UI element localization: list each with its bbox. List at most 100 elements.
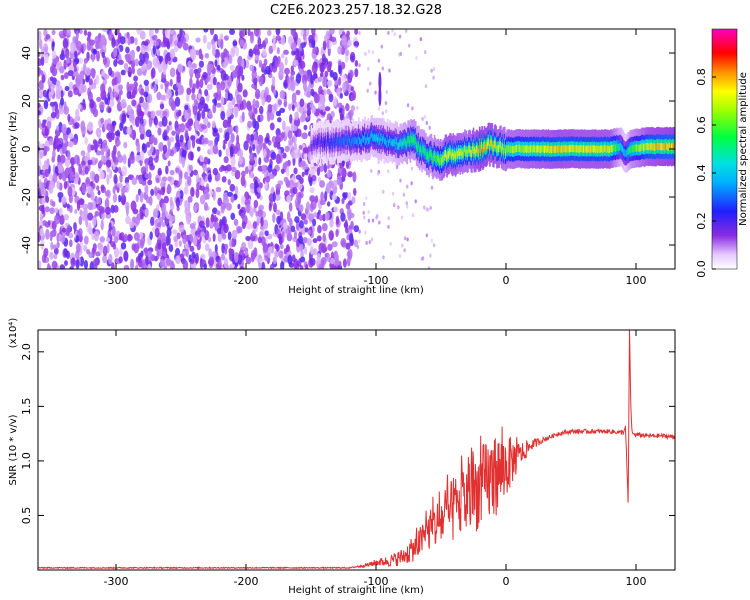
heatmap-cell bbox=[271, 135, 277, 144]
heatmap-cell bbox=[83, 235, 89, 245]
heatmap-cell bbox=[321, 243, 327, 254]
heatmap-cell bbox=[432, 243, 436, 248]
heatmap-cell bbox=[117, 34, 121, 45]
heatmap-cell bbox=[124, 176, 130, 185]
heatmap-cell bbox=[275, 29, 281, 36]
heatmap-cell bbox=[140, 166, 147, 175]
heatmap-cell bbox=[329, 29, 335, 36]
heatmap-cell bbox=[338, 76, 342, 86]
heatmap-cell bbox=[295, 89, 301, 96]
heatmap-cell bbox=[105, 206, 112, 215]
heatmap-cell bbox=[227, 179, 231, 186]
heatmap-cell bbox=[322, 232, 326, 243]
heatmap-cell bbox=[353, 225, 360, 233]
heatmap-cell bbox=[313, 93, 320, 104]
heatmap-cell bbox=[91, 53, 95, 63]
heatmap-cell bbox=[111, 262, 115, 269]
heatmap-cell bbox=[216, 84, 222, 95]
heatmap-cell bbox=[198, 60, 205, 68]
heatmap-cell bbox=[250, 170, 254, 179]
heatmap-cell bbox=[221, 216, 227, 226]
heatmap-cell bbox=[150, 134, 155, 143]
heatmap-cell bbox=[194, 120, 200, 131]
heatmap-cell bbox=[281, 231, 285, 238]
heatmap-cell bbox=[277, 117, 282, 123]
heatmap-cell bbox=[301, 171, 305, 178]
heatmap-cell bbox=[111, 78, 117, 87]
heatmap-cell bbox=[242, 89, 248, 98]
spectrogram-x-tick-label: -200 bbox=[234, 274, 259, 287]
snr-x-tick-label: -100 bbox=[364, 575, 389, 588]
heatmap-cell bbox=[262, 49, 267, 57]
heatmap-cell bbox=[292, 186, 298, 195]
heatmap-cell bbox=[148, 195, 153, 206]
heatmap-cell bbox=[239, 265, 245, 269]
heatmap-cell bbox=[106, 123, 112, 132]
heatmap-cell bbox=[220, 253, 226, 261]
heatmap-cell bbox=[118, 232, 123, 241]
heatmap-cell bbox=[51, 41, 55, 52]
heatmap-cell bbox=[196, 241, 201, 251]
heatmap-cell bbox=[48, 137, 54, 146]
heatmap-cell bbox=[169, 169, 175, 176]
heatmap-cell bbox=[78, 198, 85, 205]
heatmap-cell bbox=[170, 149, 175, 157]
heatmap-cell bbox=[166, 40, 171, 50]
heatmap-cell bbox=[184, 130, 189, 140]
heatmap-cell bbox=[184, 113, 190, 121]
heatmap-cell bbox=[38, 141, 41, 147]
heatmap-cell bbox=[227, 120, 231, 128]
heatmap-cell bbox=[313, 211, 318, 218]
spectrogram-y-label: Frequency (Hz) bbox=[8, 111, 19, 187]
heatmap-cell bbox=[159, 103, 165, 110]
heatmap-cell bbox=[195, 37, 201, 43]
heatmap-cell bbox=[293, 142, 298, 151]
heatmap-cell bbox=[209, 29, 215, 36]
heatmap-cell bbox=[87, 31, 92, 38]
heatmap-cell bbox=[403, 248, 406, 253]
heatmap-cell bbox=[126, 90, 132, 100]
heatmap-cell bbox=[280, 53, 285, 59]
heatmap-cell bbox=[100, 83, 105, 93]
heatmap-cell bbox=[258, 204, 265, 211]
heatmap-cell bbox=[224, 248, 228, 255]
heatmap-cell bbox=[162, 110, 168, 117]
heatmap-cell bbox=[317, 209, 322, 215]
heatmap-cell bbox=[167, 176, 172, 182]
heatmap-cell bbox=[277, 99, 283, 106]
heatmap-cell bbox=[133, 75, 139, 82]
heatmap-cell bbox=[223, 223, 229, 234]
heatmap-cell bbox=[321, 222, 328, 232]
heatmap-cell bbox=[219, 38, 224, 50]
heatmap-cell bbox=[320, 191, 325, 202]
heatmap-cell bbox=[133, 86, 138, 95]
heatmap-cell bbox=[253, 199, 259, 209]
heatmap-cell bbox=[101, 69, 106, 77]
heatmap-cell bbox=[67, 167, 73, 174]
heatmap-cell bbox=[241, 170, 246, 178]
heatmap-cell bbox=[189, 223, 196, 230]
heatmap-cell bbox=[167, 160, 171, 167]
heatmap-cell bbox=[251, 70, 257, 79]
heatmap-cell bbox=[139, 132, 145, 141]
heatmap-cell bbox=[44, 126, 48, 137]
heatmap-cell bbox=[138, 260, 143, 268]
heatmap-cell bbox=[261, 164, 267, 171]
heatmap-cell bbox=[249, 207, 254, 218]
heatmap-cell bbox=[168, 136, 175, 143]
heatmap-cell bbox=[302, 147, 309, 154]
heatmap-cell bbox=[235, 125, 239, 135]
heatmap-cell bbox=[193, 99, 198, 106]
heatmap-cell bbox=[206, 193, 210, 200]
heatmap-cell bbox=[136, 29, 142, 35]
heatmap-cell bbox=[299, 60, 306, 70]
spectrogram-x-tick-label: 0 bbox=[503, 274, 510, 287]
heatmap-cell bbox=[97, 197, 102, 205]
heatmap-cell bbox=[201, 138, 206, 145]
heatmap-cell bbox=[189, 77, 193, 89]
heatmap-cell bbox=[169, 67, 176, 78]
heatmap-cell bbox=[259, 105, 264, 115]
heatmap-cell bbox=[130, 258, 135, 269]
heatmap-cell bbox=[40, 55, 45, 66]
